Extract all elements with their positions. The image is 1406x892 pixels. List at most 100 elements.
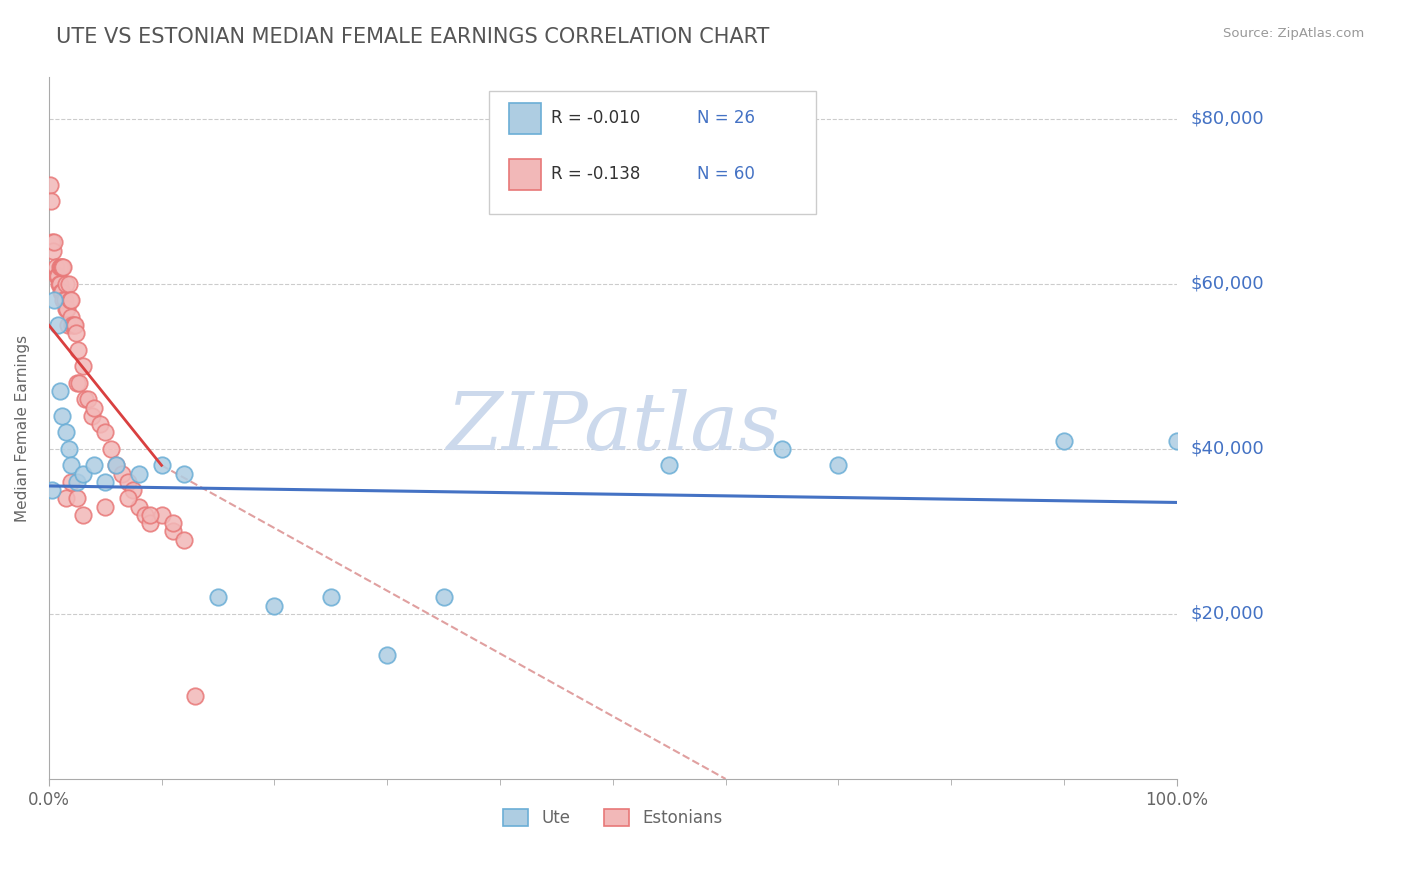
Point: [41, 235, 63, 250]
Text: R = -0.010: R = -0.010: [551, 109, 640, 128]
Point: [66, 376, 89, 390]
Point: [72, 359, 94, 374]
Point: [150, 508, 173, 522]
Point: [52, 293, 75, 308]
Point: [45, 268, 67, 283]
Point: [73, 392, 96, 407]
Bar: [509, 159, 540, 190]
Point: [39, 194, 62, 209]
Point: [162, 516, 184, 530]
Point: [56, 301, 79, 316]
Point: [49, 277, 72, 291]
Point: [52, 260, 75, 275]
Point: [94, 475, 117, 489]
Point: [60, 293, 83, 308]
Point: [72, 467, 94, 481]
Point: [173, 533, 195, 547]
Point: [105, 458, 128, 473]
Text: Source: ZipAtlas.com: Source: ZipAtlas.com: [1223, 27, 1364, 40]
Bar: [509, 103, 540, 134]
Y-axis label: Median Female Earnings: Median Female Earnings: [15, 334, 30, 522]
Text: R = -0.138: R = -0.138: [551, 165, 640, 183]
Point: [100, 442, 122, 456]
Point: [72, 508, 94, 522]
Point: [658, 458, 681, 473]
Point: [60, 475, 83, 489]
Point: [66, 491, 89, 506]
Point: [375, 648, 398, 662]
Text: UTE VS ESTONIAN MEDIAN FEMALE EARNINGS CORRELATION CHART: UTE VS ESTONIAN MEDIAN FEMALE EARNINGS C…: [56, 27, 769, 46]
Point: [49, 260, 72, 275]
Point: [41, 483, 63, 497]
Point: [65, 326, 87, 341]
Point: [134, 508, 156, 522]
Point: [59, 293, 82, 308]
Point: [55, 301, 77, 316]
Point: [117, 475, 139, 489]
Point: [162, 524, 184, 539]
Point: [80, 409, 103, 423]
Point: [49, 384, 72, 398]
Point: [63, 318, 86, 332]
Point: [44, 260, 66, 275]
Point: [51, 285, 73, 299]
Text: $60,000: $60,000: [1191, 275, 1264, 293]
Point: [827, 458, 849, 473]
Point: [122, 483, 145, 497]
Point: [1166, 434, 1188, 448]
Point: [770, 442, 793, 456]
Point: [62, 318, 84, 332]
Point: [117, 491, 139, 506]
Point: [83, 401, 105, 415]
Point: [51, 260, 73, 275]
Point: [58, 442, 80, 456]
Point: [67, 376, 90, 390]
Point: [46, 318, 69, 332]
Point: [44, 235, 66, 250]
Text: $20,000: $20,000: [1191, 605, 1264, 623]
Point: [139, 516, 162, 530]
Point: [139, 508, 162, 522]
Point: [150, 458, 173, 473]
Point: [55, 425, 77, 440]
Point: [89, 417, 111, 431]
Point: [60, 310, 83, 324]
Point: [94, 500, 117, 514]
Point: [128, 500, 150, 514]
Text: N = 26: N = 26: [697, 109, 755, 128]
FancyBboxPatch shape: [489, 92, 815, 214]
Point: [60, 458, 83, 473]
Point: [105, 458, 128, 473]
Text: N = 60: N = 60: [697, 165, 755, 183]
Point: [58, 277, 80, 291]
Point: [48, 277, 70, 291]
Point: [53, 293, 76, 308]
Point: [432, 591, 454, 605]
Point: [46, 268, 69, 283]
Text: ZIPatlas: ZIPatlas: [446, 390, 779, 467]
Point: [94, 425, 117, 440]
Point: [173, 467, 195, 481]
Text: $40,000: $40,000: [1191, 440, 1264, 458]
Point: [83, 458, 105, 473]
Point: [77, 392, 100, 407]
Point: [184, 690, 207, 704]
Point: [49, 260, 72, 275]
Point: [111, 467, 134, 481]
Point: [51, 409, 73, 423]
Point: [42, 244, 65, 258]
Point: [1053, 434, 1076, 448]
Point: [49, 285, 72, 299]
Point: [38, 178, 60, 192]
Point: [56, 318, 79, 332]
Point: [207, 591, 229, 605]
Point: [44, 293, 66, 308]
Legend: Ute, Estonians: Ute, Estonians: [496, 802, 730, 834]
Text: $80,000: $80,000: [1191, 110, 1264, 128]
Point: [55, 491, 77, 506]
Point: [66, 475, 89, 489]
Point: [62, 318, 84, 332]
Point: [55, 277, 77, 291]
Point: [128, 467, 150, 481]
Point: [67, 343, 90, 357]
